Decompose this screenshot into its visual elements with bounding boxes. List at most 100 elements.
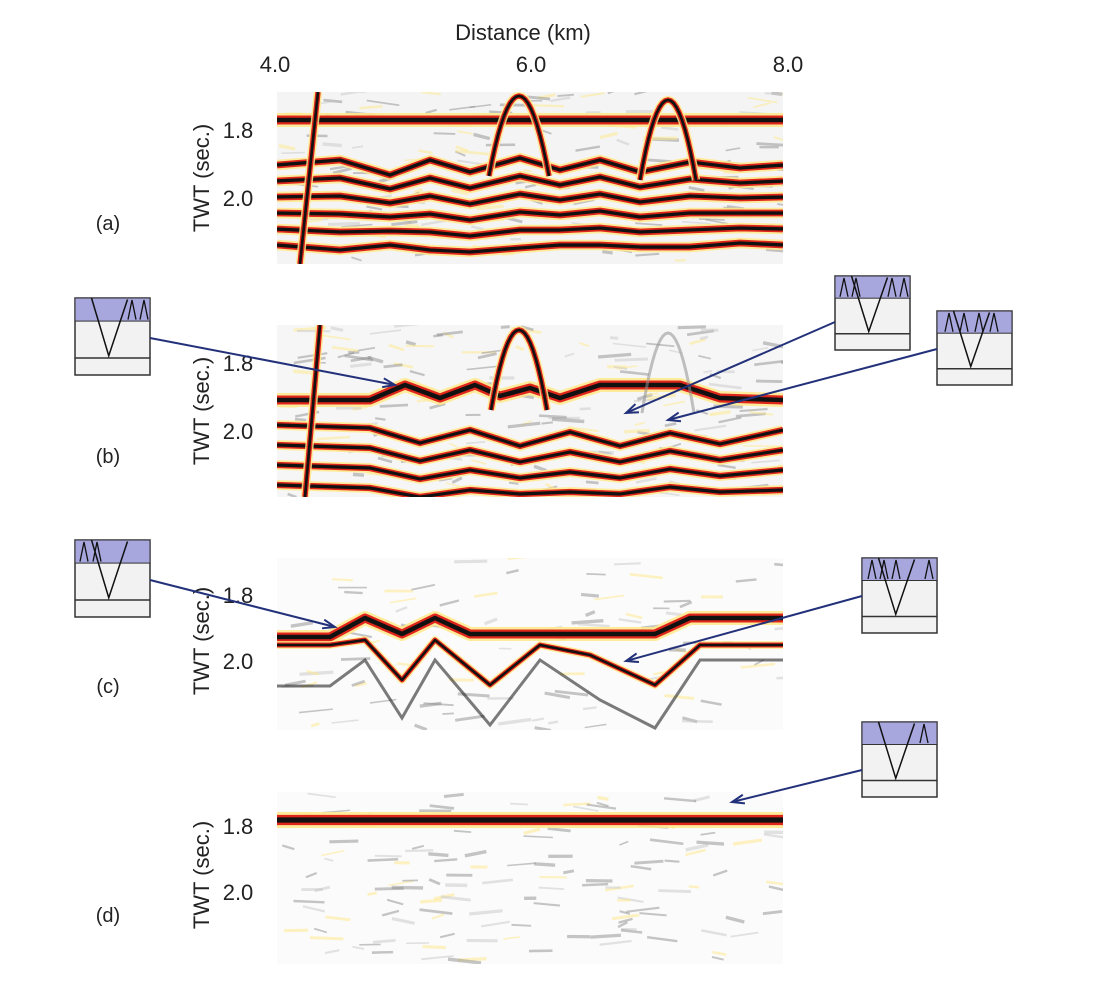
water-layer <box>75 298 150 321</box>
noise-streak <box>375 888 404 889</box>
y-axis-label: TWT (sec.) <box>189 357 214 465</box>
noise-streak <box>664 601 691 602</box>
inset-b-left <box>75 298 150 375</box>
noise-streak <box>665 861 680 862</box>
noise-streak <box>332 579 353 580</box>
noise-streak <box>658 891 691 892</box>
x-tick-label: 8.0 <box>773 52 804 77</box>
y-axis-label: TWT (sec.) <box>189 124 214 232</box>
noise-streak <box>353 474 364 475</box>
panel-label-c: (c) <box>96 676 119 698</box>
noise-streak <box>533 105 564 106</box>
inset-d-right <box>862 722 937 797</box>
noise-streak <box>454 561 487 562</box>
noise-streak <box>624 430 650 431</box>
noise-streak <box>682 721 713 722</box>
annotation-arrow <box>732 770 862 802</box>
noise-streak <box>542 422 553 423</box>
noise-streak <box>323 100 342 102</box>
seismic-section-d <box>277 792 796 964</box>
noise-streak <box>322 144 341 146</box>
noise-streak <box>586 574 605 575</box>
noise-streak <box>756 381 782 382</box>
noise-streak <box>405 850 433 851</box>
noise-streak <box>372 952 393 953</box>
noise-streak <box>373 940 396 942</box>
noise-streak <box>597 797 608 799</box>
noise-streak <box>368 893 377 895</box>
noise-streak <box>781 362 800 363</box>
noise-streak <box>428 854 448 856</box>
noise-streak <box>539 416 567 418</box>
noise-streak <box>581 594 599 596</box>
seismic-section-c <box>277 557 807 731</box>
y-tick-label: 1.8 <box>223 814 254 839</box>
y-axis-label: TWT (sec.) <box>189 821 214 929</box>
noise-streak <box>406 346 434 347</box>
noise-streak <box>444 794 464 796</box>
noise-streak <box>634 861 663 863</box>
noise-streak <box>380 405 408 407</box>
x-tick-label: 4.0 <box>260 52 291 77</box>
y-tick-label: 2.0 <box>223 419 254 444</box>
noise-streak <box>563 871 574 873</box>
y-tick-label: 2.0 <box>223 649 254 674</box>
noise-streak <box>344 592 362 593</box>
panel-d: (d) TWT (sec.) 1.8 2.0 <box>96 792 796 964</box>
noise-streak <box>310 938 343 939</box>
noise-streak <box>586 482 599 483</box>
noise-streak <box>442 713 454 714</box>
noise-streak <box>375 856 402 857</box>
inset-b-right1 <box>835 276 910 350</box>
noise-streak <box>293 371 313 373</box>
noise-streak <box>700 337 708 339</box>
noise-streak <box>509 483 518 484</box>
noise-streak <box>614 563 641 564</box>
y-axis-label: TWT (sec.) <box>189 587 214 695</box>
noise-streak <box>405 225 420 226</box>
noise-streak <box>580 408 591 409</box>
noise-streak <box>294 901 325 902</box>
inset-c-left <box>75 540 150 617</box>
noise-streak <box>359 106 382 108</box>
panel-c: (c) TWT (sec.) 1.8 2.0 <box>96 557 807 731</box>
seismic-section-a <box>277 88 808 264</box>
noise-streak <box>615 359 648 360</box>
noise-streak <box>590 935 621 937</box>
panel-label-a: (a) <box>96 213 120 235</box>
noise-streak <box>328 223 360 224</box>
noise-streak <box>434 133 456 134</box>
noise-streak <box>420 900 442 902</box>
noise-streak <box>689 886 699 887</box>
y-tick-label: 1.8 <box>223 118 254 143</box>
panel-a: (a) TWT (sec.) 1.8 2.0 <box>96 88 808 264</box>
noise-streak <box>534 864 555 865</box>
panel-label-d: (d) <box>96 905 120 927</box>
noise-streak <box>678 327 706 328</box>
noise-streak <box>329 841 358 842</box>
noise-streak <box>552 419 584 421</box>
noise-streak <box>361 88 385 92</box>
seismic-section-b <box>277 324 810 498</box>
noise-streak <box>696 842 723 844</box>
noise-streak <box>602 252 612 253</box>
noise-streak <box>563 804 590 805</box>
noise-streak <box>776 677 802 678</box>
y-tick-label: 2.0 <box>223 186 254 211</box>
noise-streak <box>375 418 385 419</box>
noise-streak <box>510 804 528 805</box>
noise-streak <box>348 352 359 353</box>
noise-streak <box>527 97 550 99</box>
noise-streak <box>501 327 510 328</box>
noise-streak <box>282 153 305 154</box>
noise-streak <box>610 338 618 339</box>
noise-streak <box>572 621 604 623</box>
inset-b-right2 <box>937 311 1012 385</box>
noise-streak <box>295 419 306 420</box>
y-tick-label: 2.0 <box>223 880 254 905</box>
noise-streak <box>423 947 446 948</box>
noise-streak <box>524 170 532 171</box>
x-axis-label: Distance (km) <box>455 20 591 45</box>
noise-streak <box>511 925 531 926</box>
panel-label-b: (b) <box>96 446 120 468</box>
